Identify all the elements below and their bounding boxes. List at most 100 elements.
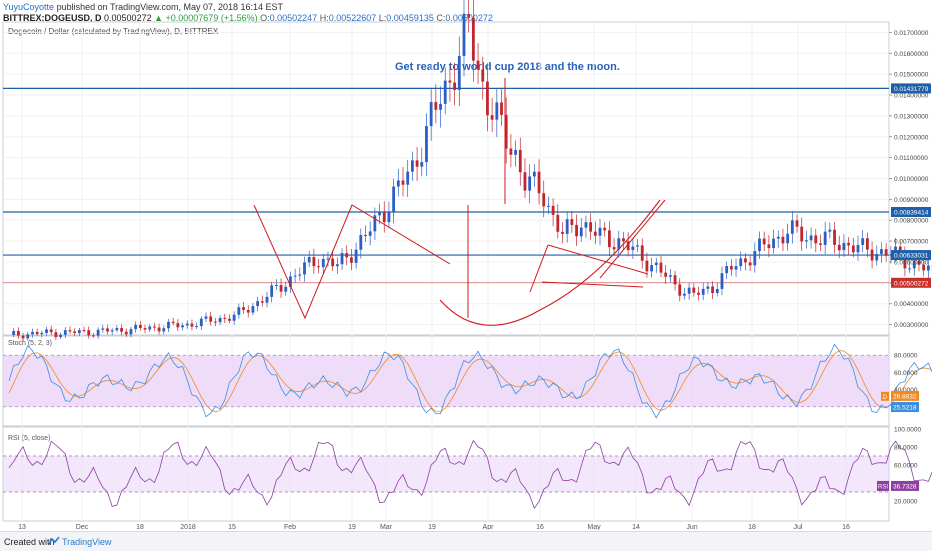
candle-body xyxy=(50,329,53,332)
candle-body xyxy=(477,61,480,70)
x-tick-label: 15 xyxy=(228,524,236,530)
x-tick-label: May xyxy=(587,524,601,530)
y-tick-label: 0.00400000 xyxy=(894,301,929,308)
candle-body xyxy=(22,336,25,339)
candle-body xyxy=(772,239,775,248)
price-badge-label: 0.00633031 xyxy=(894,253,929,260)
candle-body xyxy=(735,266,738,269)
candle-body xyxy=(397,180,400,186)
candle-body xyxy=(861,238,864,245)
candle-body xyxy=(594,232,597,236)
stoch-badge-label: 25.5218 xyxy=(893,405,917,412)
candle-body xyxy=(575,225,578,236)
candle-body xyxy=(674,275,677,284)
candle-body xyxy=(378,212,381,215)
candle-body xyxy=(753,251,756,265)
candle-body xyxy=(233,315,236,321)
candle-body xyxy=(130,329,133,334)
pattern-cup-curve xyxy=(440,200,660,325)
candle-body xyxy=(139,325,142,328)
candle-body xyxy=(810,235,813,240)
candle-body xyxy=(148,327,151,330)
candles xyxy=(12,0,932,341)
candle-body xyxy=(78,330,81,333)
candle-body xyxy=(444,81,447,104)
candle-body xyxy=(36,332,39,334)
candle-body xyxy=(524,172,527,190)
candle-body xyxy=(434,102,437,110)
candle-body xyxy=(111,330,114,331)
candle-body xyxy=(383,212,386,222)
candle-body xyxy=(589,222,592,231)
candle-body xyxy=(824,232,827,245)
candle-body xyxy=(64,330,67,335)
y-tick-label: 0.00800000 xyxy=(894,218,929,225)
tradingview-logo-icon xyxy=(48,536,60,546)
candle-body xyxy=(275,285,278,286)
y-tick-label: 0.00900000 xyxy=(894,197,929,204)
candle-body xyxy=(514,150,517,155)
candle-body xyxy=(350,257,353,263)
candle-body xyxy=(420,162,423,167)
candle-body xyxy=(528,176,531,190)
y-tick-label: 0.01500000 xyxy=(894,72,929,79)
candle-body xyxy=(796,220,799,226)
candle-body xyxy=(186,324,189,326)
candle-body xyxy=(280,285,283,292)
candle-body xyxy=(87,330,90,335)
candle-body xyxy=(83,330,86,331)
candle-body xyxy=(472,18,475,61)
candle-body xyxy=(195,326,198,327)
chart-canvas[interactable]: Dogecoin / Dollar (calculated by Trading… xyxy=(0,0,932,530)
candle-body xyxy=(547,206,550,207)
candle-body xyxy=(692,288,695,293)
candle-body xyxy=(209,316,212,321)
candle-body xyxy=(101,328,104,329)
candle-body xyxy=(669,275,672,277)
candle-body xyxy=(144,328,147,330)
candle-body xyxy=(833,230,836,245)
candle-body xyxy=(599,228,602,236)
candle-body xyxy=(331,259,334,267)
candle-body xyxy=(355,250,358,263)
candle-body xyxy=(561,232,564,234)
candle-body xyxy=(463,14,466,56)
candle-body xyxy=(486,82,489,116)
rsi-tag-label: RSI xyxy=(878,484,888,490)
candle-body xyxy=(359,235,362,250)
footer-brand[interactable]: TradingView xyxy=(62,537,112,547)
y-tick-label: 0.00300000 xyxy=(894,322,929,329)
y-tick-label: 0.01700000 xyxy=(894,30,929,37)
candle-body xyxy=(167,322,170,328)
candle-body xyxy=(800,227,803,242)
candle-body xyxy=(782,237,785,244)
main-pane-title: Dogecoin / Dollar (calculated by Trading… xyxy=(8,27,219,36)
x-tick-label: 18 xyxy=(748,524,756,530)
candle-body xyxy=(223,318,226,319)
candle-body xyxy=(556,215,559,232)
candle-body xyxy=(134,325,137,329)
candle-body xyxy=(838,245,841,250)
candle-body xyxy=(458,56,461,90)
candle-body xyxy=(17,331,20,336)
candle-body xyxy=(716,289,719,293)
candle-body xyxy=(730,266,733,269)
candle-body xyxy=(341,253,344,264)
x-tick-label: 14 xyxy=(632,524,640,530)
candle-body xyxy=(228,319,231,321)
candle-body xyxy=(261,301,264,302)
stoch-d-marker-label: D xyxy=(883,394,888,401)
candle-body xyxy=(542,193,545,206)
candle-body xyxy=(843,243,846,250)
rsi-band xyxy=(3,456,889,492)
candle-body xyxy=(711,286,714,293)
candle-body xyxy=(566,219,569,234)
candle-body xyxy=(885,249,888,255)
candle-body xyxy=(449,81,452,83)
candle-body xyxy=(467,14,470,18)
x-tick-label: Jul xyxy=(794,524,803,530)
candle-body xyxy=(31,332,34,334)
oscillator-bands xyxy=(3,355,889,492)
candle-body xyxy=(739,258,742,266)
candle-body xyxy=(252,306,255,313)
